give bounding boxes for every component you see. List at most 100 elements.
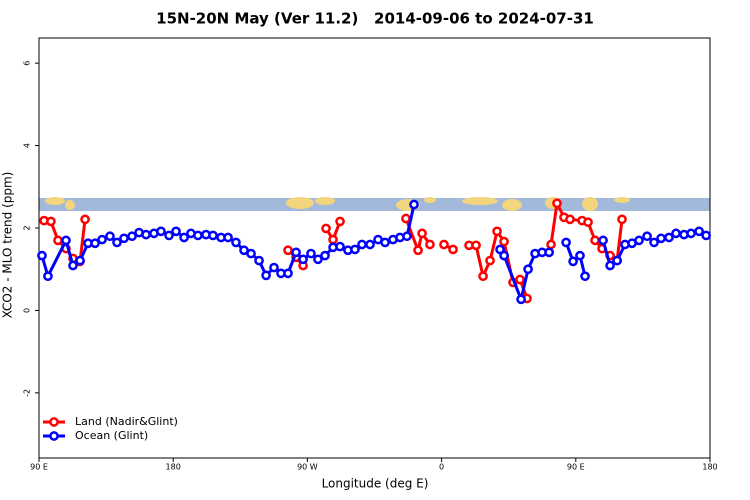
data-point (575, 250, 585, 261)
data-point (90, 238, 100, 249)
data-point (61, 235, 71, 246)
data-point (552, 198, 562, 209)
x-tick-label: 180 (166, 463, 181, 472)
plot-frame (38, 37, 711, 459)
x-tick-label: 180 (702, 463, 717, 472)
data-point (164, 230, 174, 241)
data-point (499, 250, 509, 261)
data-point (75, 255, 85, 266)
data-point (664, 232, 674, 243)
data-point (298, 254, 308, 265)
data-point (523, 264, 533, 275)
y-tick-label: 2 (23, 225, 32, 230)
legend-marker (49, 417, 59, 427)
data-point (492, 226, 502, 237)
chart-title: 15N-20N May (Ver 11.2) 2014-09-06 to 202… (156, 10, 594, 28)
data-point (313, 254, 323, 265)
data-point (269, 262, 279, 273)
data-point (605, 260, 615, 271)
data-point (231, 237, 241, 248)
data-point (565, 214, 575, 225)
data-point (365, 239, 375, 250)
data-point (141, 229, 151, 240)
legend-marker (49, 431, 59, 441)
data-point (223, 232, 233, 243)
data-point (171, 226, 181, 237)
data-point (320, 250, 330, 261)
data-point (401, 213, 411, 224)
data-point (291, 247, 301, 258)
data-point (283, 268, 293, 279)
data-point (671, 228, 681, 239)
data-point (402, 231, 412, 242)
data-point (568, 256, 578, 267)
legend-label: Ocean (Glint) (75, 429, 148, 442)
data-point (561, 237, 571, 248)
data-point (417, 228, 427, 239)
data-point (485, 255, 495, 266)
data-point (598, 235, 608, 246)
data-point (335, 216, 345, 227)
data-point (127, 231, 137, 242)
data-point (43, 271, 53, 282)
series-line (40, 204, 707, 301)
data-point (306, 248, 316, 259)
y-tick-label: 0 (23, 308, 32, 313)
map-strip (39, 197, 710, 211)
data-point (68, 260, 78, 271)
data-point (701, 230, 711, 241)
data-point (649, 237, 659, 248)
data-point (328, 234, 338, 245)
data-point (193, 230, 203, 241)
data-point (156, 226, 166, 237)
data-point (46, 216, 56, 227)
data-point (478, 271, 488, 282)
data-point (254, 255, 264, 266)
y-tick-label: -2 (23, 389, 32, 397)
data-point (580, 271, 590, 282)
data-point (246, 248, 256, 259)
data-point (499, 236, 509, 247)
data-point (617, 214, 627, 225)
data-point (321, 223, 331, 234)
data-point (97, 234, 107, 245)
y-axis-label: XCO2 - MLO trend (ppm) (1, 172, 15, 319)
x-tick-label: 90 E (567, 463, 585, 472)
data-point (471, 240, 481, 251)
data-point (409, 199, 419, 210)
legend-label: Land (Nadir&Glint) (75, 415, 178, 428)
data-point (642, 231, 652, 242)
data-point (261, 270, 271, 281)
data-point (119, 233, 129, 244)
data-point (425, 239, 435, 250)
data-point (283, 245, 293, 256)
data-point (208, 230, 218, 241)
data-point (350, 244, 360, 255)
data-point (448, 244, 458, 255)
data-point (590, 235, 600, 246)
x-tick-label: 0 (439, 463, 444, 472)
data-point (439, 239, 449, 250)
data-point (686, 228, 696, 239)
data-point (694, 226, 704, 237)
data-point (413, 245, 423, 256)
y-tick-label: 4 (23, 143, 32, 148)
data-point (583, 217, 593, 228)
x-tick-label: 90 E (30, 463, 48, 472)
data-point (335, 241, 345, 252)
data-point (105, 231, 115, 242)
y-tick-label: 6 (23, 61, 32, 66)
data-point (612, 255, 622, 266)
x-axis-label: Longitude (deg E) (322, 477, 429, 491)
data-point (544, 247, 554, 258)
data-point (515, 274, 525, 285)
data-point (380, 237, 390, 248)
data-point (112, 237, 122, 248)
data-point (37, 250, 47, 261)
data-point (53, 235, 63, 246)
x-tick-label: 90 W (297, 463, 318, 472)
data-point (80, 214, 90, 225)
data-point (634, 235, 644, 246)
data-point (656, 233, 666, 244)
